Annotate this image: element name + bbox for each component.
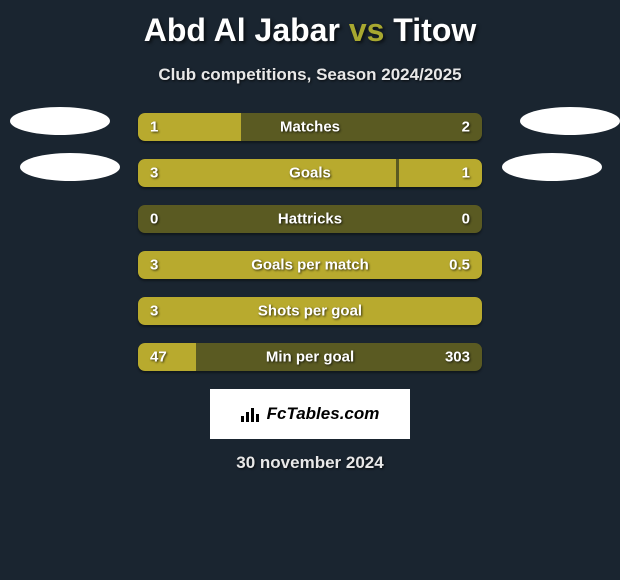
- title-player2: Titow: [393, 12, 476, 48]
- player1-badge-placeholder: [10, 107, 110, 135]
- bar-right: [406, 251, 482, 279]
- value-left: 47: [150, 349, 167, 366]
- row-label: Matches: [280, 119, 340, 136]
- row-label: Shots per goal: [258, 303, 362, 320]
- player2-badge-placeholder: [520, 107, 620, 135]
- chart-icon: [241, 406, 261, 422]
- stat-row: 3 Goals 1: [138, 159, 482, 187]
- value-right: 303: [445, 349, 470, 366]
- value-left: 0: [150, 211, 158, 228]
- stat-row: 3 Shots per goal: [138, 297, 482, 325]
- value-left: 3: [150, 257, 158, 274]
- stats-chart: 1 Matches 2 3 Goals 1 0 Hattricks 0 3 Goals per ma…: [0, 113, 620, 371]
- value-right: 0: [462, 211, 470, 228]
- branding-text: FcTables.com: [267, 404, 380, 424]
- value-right: 2: [462, 119, 470, 136]
- value-left: 1: [150, 119, 158, 136]
- title-player1: Abd Al Jabar: [144, 12, 340, 48]
- row-label: Goals per match: [251, 257, 369, 274]
- row-label: Min per goal: [266, 349, 354, 366]
- value-left: 3: [150, 303, 158, 320]
- title-vs: vs: [349, 12, 385, 48]
- value-right: 0.5: [449, 257, 470, 274]
- stat-row: 3 Goals per match 0.5: [138, 251, 482, 279]
- date-label: 30 november 2024: [0, 453, 620, 473]
- bar-left: [138, 343, 196, 371]
- row-label: Goals: [289, 165, 331, 182]
- stat-row: 1 Matches 2: [138, 113, 482, 141]
- bar-left: [138, 159, 396, 187]
- stat-row: 47 Min per goal 303: [138, 343, 482, 371]
- page-title: Abd Al Jabar vs Titow: [0, 0, 620, 49]
- value-right: 1: [462, 165, 470, 182]
- player1-club-placeholder: [20, 153, 120, 181]
- branding-badge: FcTables.com: [210, 389, 410, 439]
- subtitle: Club competitions, Season 2024/2025: [0, 65, 620, 85]
- player2-club-placeholder: [502, 153, 602, 181]
- value-left: 3: [150, 165, 158, 182]
- stat-row: 0 Hattricks 0: [138, 205, 482, 233]
- row-label: Hattricks: [278, 211, 342, 228]
